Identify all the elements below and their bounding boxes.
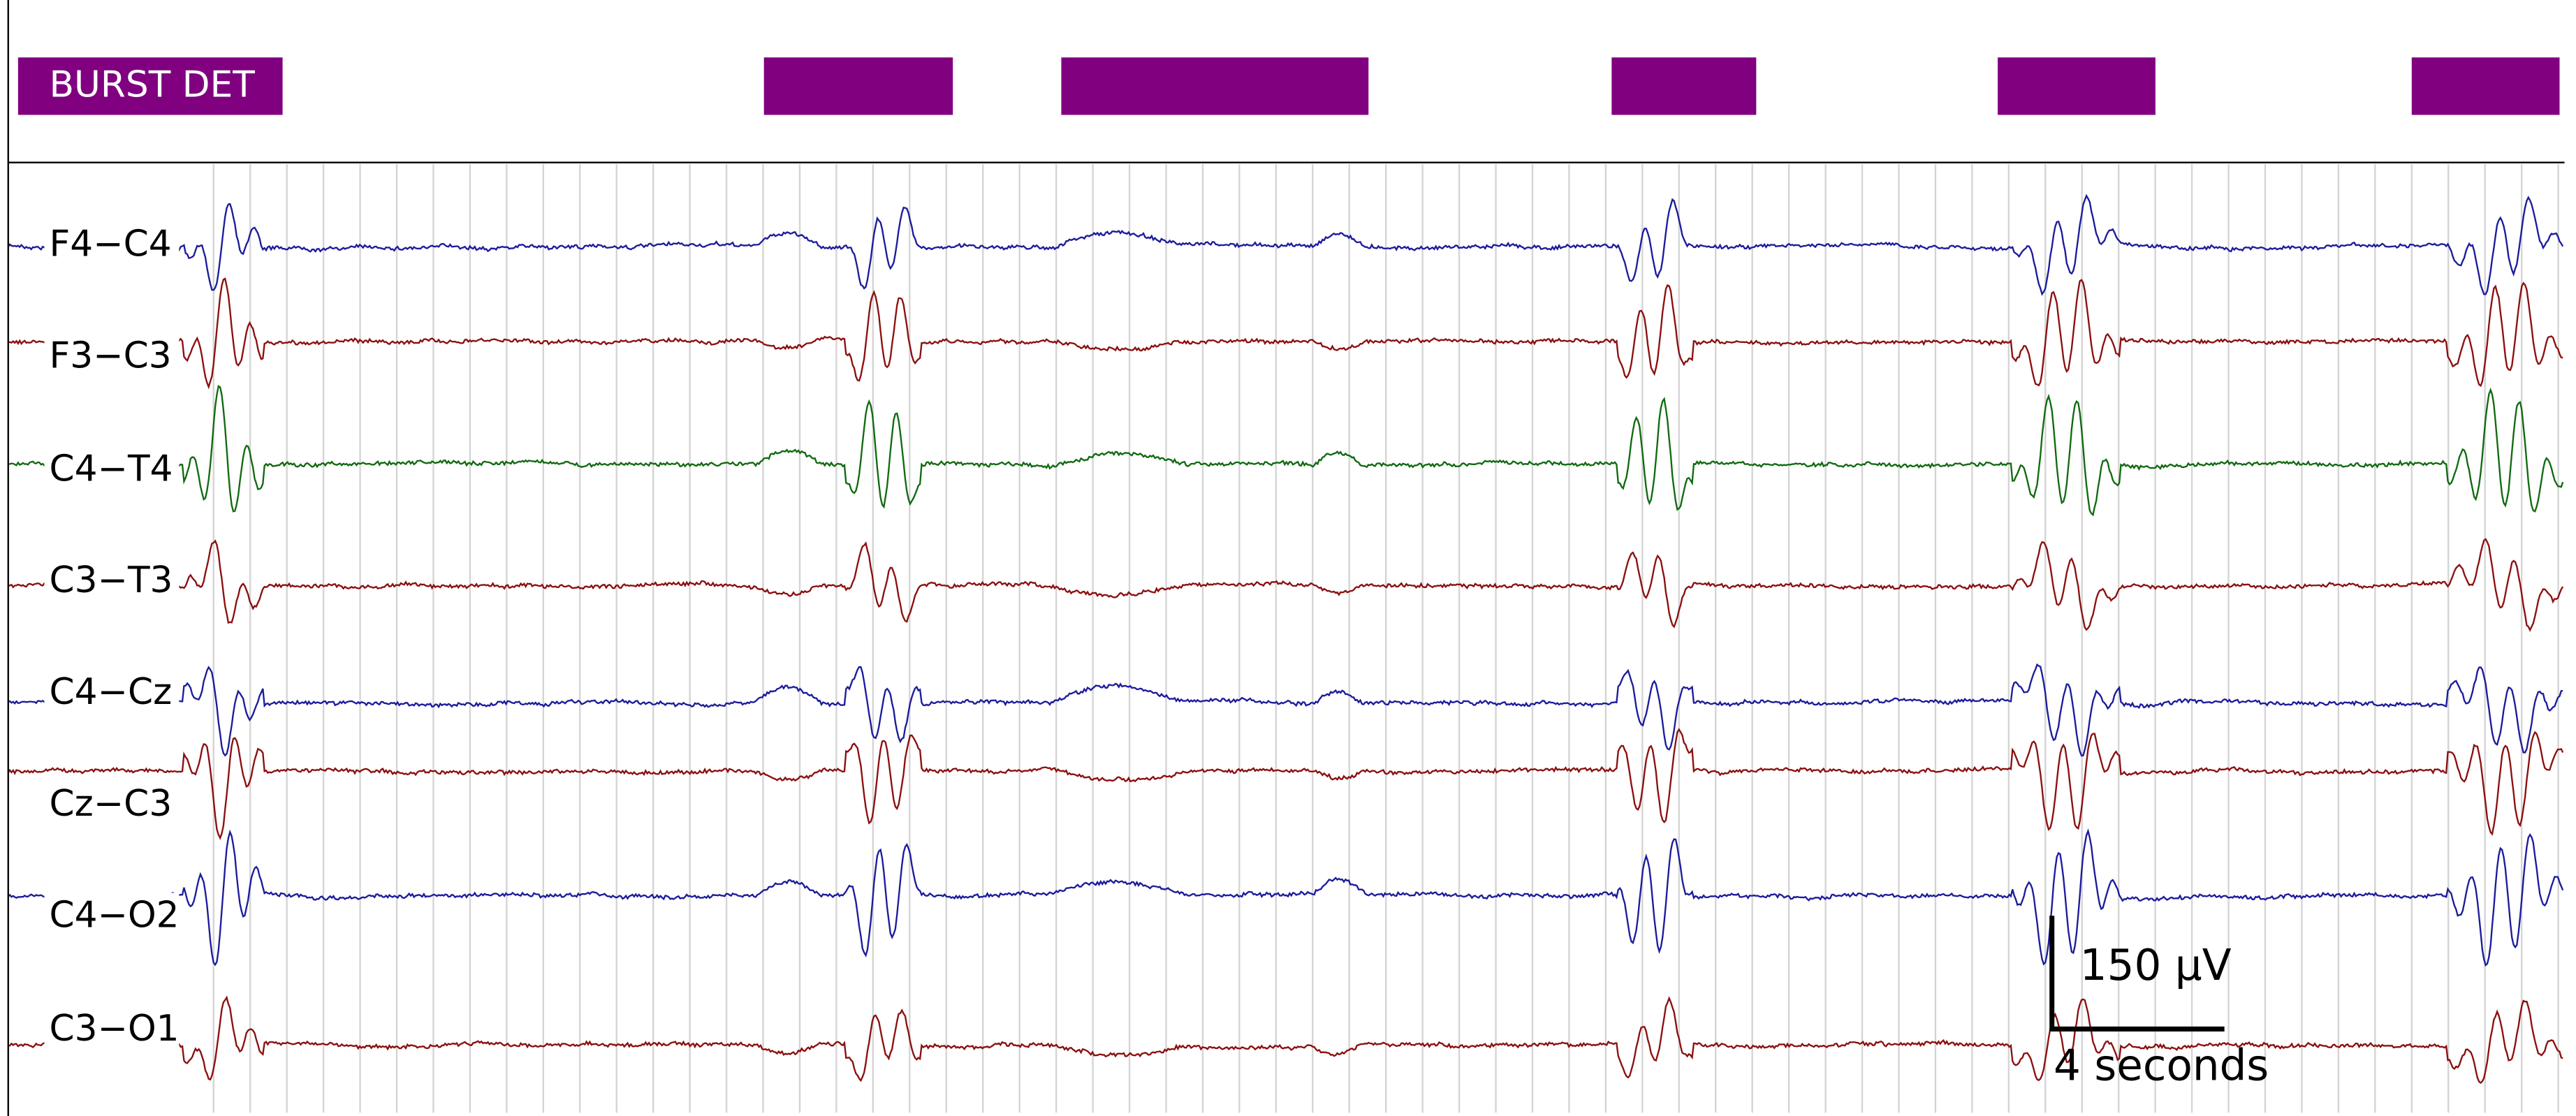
channel-label: Cz−C3 (50, 783, 173, 825)
traces (7, 193, 2564, 1085)
eeg-trace (7, 193, 2564, 296)
label-background (44, 558, 180, 608)
eeg-trace (7, 728, 2564, 840)
eeg-trace (7, 828, 2564, 967)
channel-label: C4−O2 (50, 895, 180, 937)
time-label: 4 seconds (2054, 1041, 2269, 1090)
burst-bar (1998, 57, 2156, 115)
channel-label: C3−O1 (50, 1008, 180, 1050)
eeg-trace (8, 538, 2564, 632)
eeg-trace (8, 385, 2564, 517)
channel-labels: F4−C4 F3−C3 C4−T4 C3−T3 C4−Cz Cz−C3 C4−O2 C3−O1 (44, 221, 180, 1056)
label-background (44, 781, 180, 831)
amplitude-label: 150 µV (2080, 941, 2232, 990)
burst-bar (1611, 57, 1757, 115)
burst-bar (2411, 57, 2560, 115)
time-grid (212, 164, 2559, 1113)
scale-bar: 150 µV 4 seconds (2049, 916, 2269, 1090)
channel-label: F4−C4 (50, 223, 172, 265)
burst-track: BURST DET (17, 57, 2560, 115)
burst-bar (1061, 57, 1369, 115)
channel-label: C3−T3 (50, 559, 173, 601)
channel-label: C4−Cz (50, 671, 173, 713)
label-background (44, 1006, 180, 1056)
channel-label: F3−C3 (50, 335, 172, 376)
burst-label: BURST DET (50, 64, 256, 106)
eeg-trace (8, 663, 2563, 757)
channel-label: C4−T4 (50, 448, 173, 490)
label-background (44, 221, 180, 271)
label-background (44, 333, 180, 383)
label-background (44, 669, 180, 719)
eeg-trace (8, 995, 2563, 1085)
burst-bar (763, 57, 953, 115)
label-background (44, 446, 180, 496)
label-background (44, 893, 180, 942)
burst-bar (17, 57, 283, 115)
eeg-trace (8, 277, 2563, 390)
